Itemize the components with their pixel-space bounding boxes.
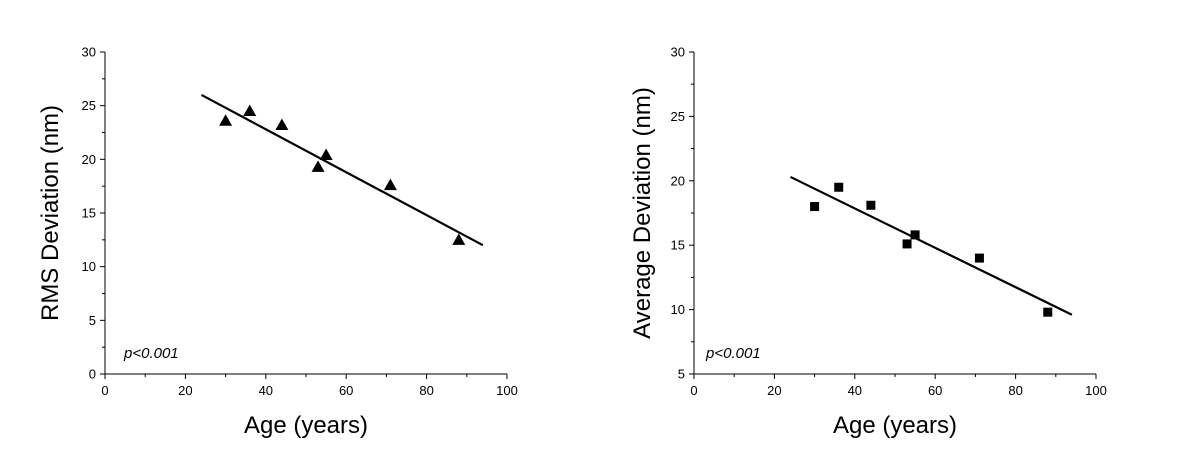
x-tick-label: 0 (101, 383, 108, 398)
y-axis-title: RMS Deviation (nm) (37, 105, 64, 321)
regression-line (200, 93, 484, 247)
y-tick-label: 30 (671, 45, 685, 60)
y-tick-label: 5 (678, 367, 685, 382)
x-tick-label: 20 (178, 383, 192, 398)
regression-line (789, 175, 1073, 316)
data-point (834, 182, 844, 192)
p-value-annotation: p<0.001 (123, 345, 179, 362)
y-tick-label: 25 (82, 98, 96, 113)
y-tick-label: 15 (82, 206, 96, 221)
x-tick-label: 80 (1008, 383, 1022, 398)
data-point (974, 253, 984, 263)
x-tick-label: 40 (848, 383, 862, 398)
x-tick-label: 100 (1085, 383, 1107, 398)
y-tick-label: 15 (671, 238, 685, 253)
data-point (383, 178, 397, 191)
y-axis-title: Average Deviation (nm) (629, 87, 656, 339)
x-axis-title: Age (years) (833, 412, 957, 439)
y-tick-label: 5 (89, 313, 96, 328)
data-point (866, 200, 876, 210)
x-tick-label: 40 (259, 383, 273, 398)
p-value-annotation: p<0.001 (705, 345, 761, 362)
y-tick-label: 25 (671, 109, 685, 124)
data-point (219, 114, 233, 126)
chart-panel-1: 0 20 40 60 80 100 0 5 10 15 20 25 30 Age (years) RMS D… (37, 45, 518, 440)
data-point (275, 118, 289, 130)
x-tick-label: 80 (419, 383, 433, 398)
data-point (1043, 307, 1053, 317)
data-point (243, 104, 257, 117)
y-tick-label: 0 (89, 367, 96, 382)
x-tick-label: 60 (928, 383, 942, 398)
x-axis-title: Age (years) (244, 412, 368, 439)
x-tick-label: 60 (339, 383, 353, 398)
x-tick-label: 20 (767, 383, 781, 398)
x-tick-label: 0 (690, 383, 697, 398)
y-tick-label: 20 (671, 173, 685, 188)
data-point (319, 148, 333, 161)
y-tick-label: 30 (82, 45, 96, 60)
y-tick-label: 10 (82, 259, 96, 274)
chart-panel-2: 0 20 40 60 80 100 5 10 15 20 25 30 Age (years) Averag… (629, 45, 1107, 440)
data-point (311, 160, 325, 172)
data-point (452, 233, 466, 245)
y-tick-label: 20 (82, 152, 96, 167)
data-point (810, 202, 820, 212)
data-point (902, 239, 912, 249)
y-tick-label: 10 (671, 302, 685, 317)
x-tick-label: 100 (496, 383, 518, 398)
data-point (910, 230, 920, 240)
